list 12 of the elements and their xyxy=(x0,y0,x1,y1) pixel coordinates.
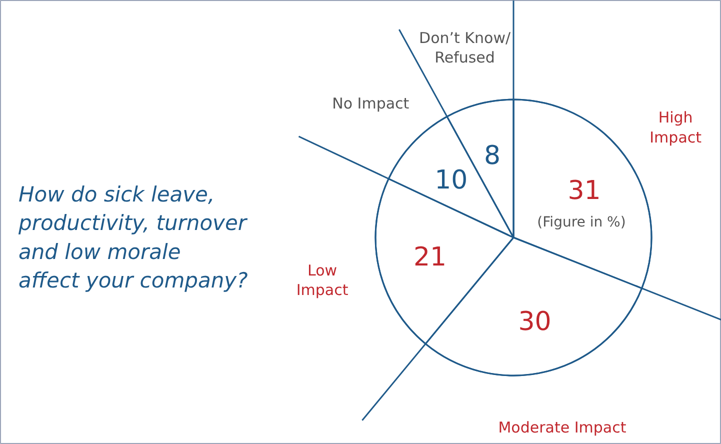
data-label: 30 xyxy=(518,306,552,337)
text: (Figure in %) xyxy=(537,214,626,230)
slice-label: High Impact xyxy=(650,108,702,146)
text: How do sick leave, productivity, turnover and low morale affect your company? xyxy=(18,182,248,293)
data-label: 21 xyxy=(413,242,447,273)
slice-label: Low Impact xyxy=(296,261,348,300)
slice-label: Don’t Know/ Refused xyxy=(419,28,512,67)
slice-label: Moderate Impact xyxy=(498,418,626,436)
data-label: 8 xyxy=(484,141,500,172)
data-label: 31 xyxy=(568,176,601,206)
data-label: 10 xyxy=(434,165,468,196)
slice-label: No Impact xyxy=(332,94,410,112)
